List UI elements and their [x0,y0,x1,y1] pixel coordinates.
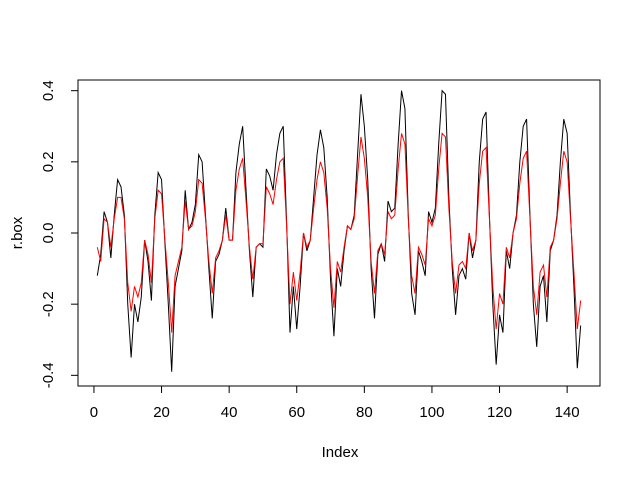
x-tick-label: 140 [555,404,580,421]
x-tick-label: 120 [487,404,512,421]
y-tick-label: -0.4 [40,362,57,388]
data-line [96,132,582,333]
x-tick-label: 80 [356,404,373,421]
x-tick-label: 40 [221,404,238,421]
data-line [96,89,582,372]
y-tick-label: 0.0 [40,223,57,244]
x-axis-label: Index [322,444,359,461]
y-tick-label: 0.2 [40,151,57,172]
x-tick-label: 20 [153,404,170,421]
x-tick-label: 60 [288,404,305,421]
x-tick-label: 0 [90,404,98,421]
y-tick-label: 0.4 [40,80,57,101]
y-axis-label: r.box [9,216,26,249]
y-tick-label: -0.2 [40,291,57,317]
x-tick-label: 100 [419,404,444,421]
